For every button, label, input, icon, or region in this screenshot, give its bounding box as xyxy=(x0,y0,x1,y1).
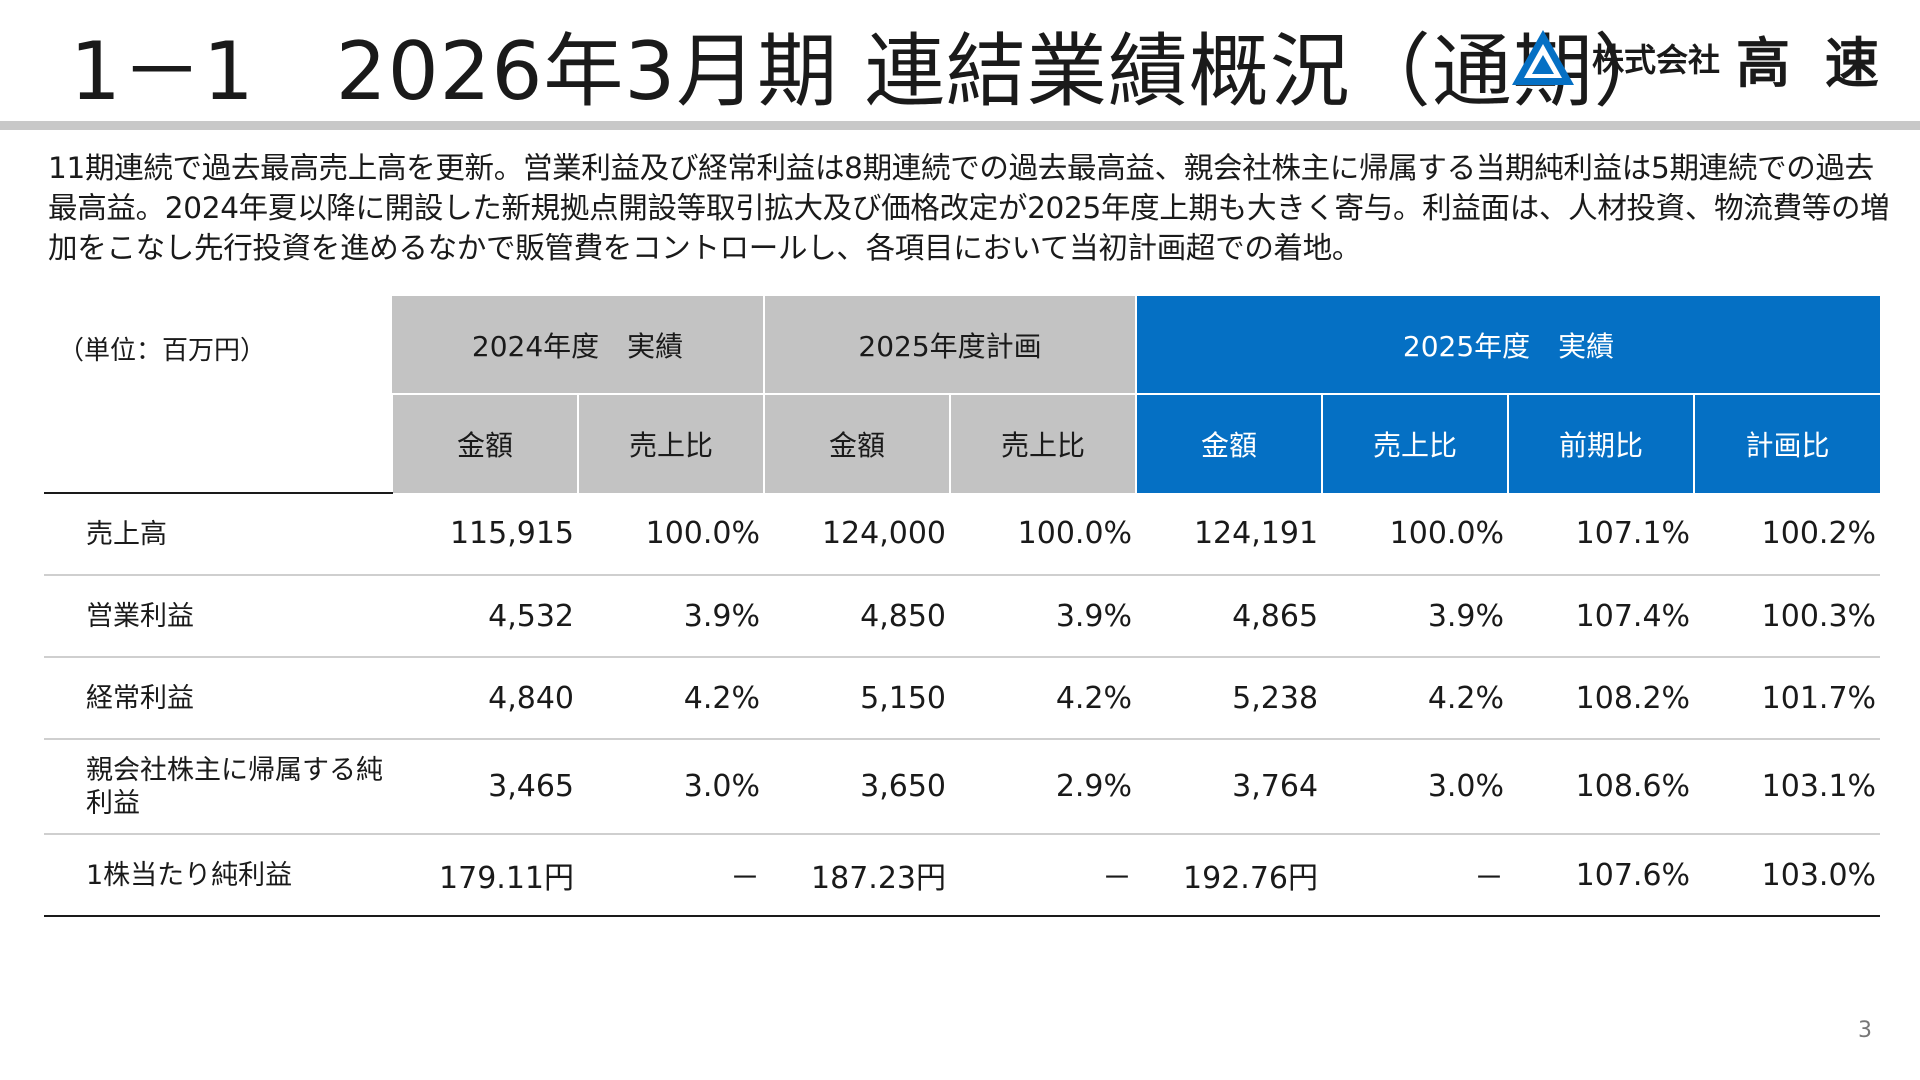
table-cell: 108.6% xyxy=(1508,739,1695,835)
table-cell: 100.0% xyxy=(1322,493,1509,576)
table-cell: 5,238 xyxy=(1136,657,1323,740)
table-cell: 107.1% xyxy=(1508,493,1695,576)
table-cell: 3.0% xyxy=(1322,739,1509,835)
table-cell: 5,150 xyxy=(764,657,951,740)
row-label: 営業利益 xyxy=(44,575,392,658)
table-cell: － xyxy=(950,834,1137,917)
summary-text: 11期連続で過去最高売上高を更新。営業利益及び経常利益は8期連続での過去最高益、… xyxy=(48,151,1890,265)
table-cell: 124,000 xyxy=(764,493,951,576)
triangle-logo-icon xyxy=(1512,30,1574,85)
table-cell: 108.2% xyxy=(1508,657,1695,740)
logo-company-name: 高 速 xyxy=(1736,31,1887,95)
col-header-vs-plan: 計画比 xyxy=(1693,394,1881,493)
table-cell: 3.0% xyxy=(578,739,765,835)
table-cell: 4,865 xyxy=(1136,575,1323,658)
page-title: 1－1 2026年3月期 連結業績概況（通期） xyxy=(70,25,1675,118)
table-cell: 3,465 xyxy=(392,739,578,835)
table-cell: 4.2% xyxy=(950,657,1137,740)
col-header-sales-ratio: 売上比 xyxy=(576,394,765,493)
table-cell: 187.23円 xyxy=(764,834,951,917)
table-row-net-sales: 売上高 115,915 100.0% 124,000 100.0% 124,19… xyxy=(44,493,1881,576)
col-header-amount: 金額 xyxy=(763,394,951,493)
table-cell: 3,650 xyxy=(764,739,951,835)
table-cell: － xyxy=(1322,834,1509,917)
table-row-eps: 1株当たり純利益 179.11円 － 187.23円 － 192.76円 － 1… xyxy=(44,834,1881,917)
logo-company-label: 株式会社 xyxy=(1592,41,1721,79)
table-cell: 4.2% xyxy=(578,657,765,740)
table-cell: 100.3% xyxy=(1694,575,1881,658)
row-label: 1株当たり純利益 xyxy=(44,834,392,917)
table-cell: 179.11円 xyxy=(392,834,578,917)
table-cell: 103.0% xyxy=(1694,834,1881,917)
row-label: 経常利益 xyxy=(44,657,392,740)
table-corner xyxy=(44,296,392,395)
table-cell: 4,532 xyxy=(392,575,578,658)
group-header-2025-actual: 2025年度 実績 xyxy=(1135,296,1881,395)
table-row-ordinary-profit: 経常利益 4,840 4.2% 5,150 4.2% 5,238 4.2% 10… xyxy=(44,657,1881,740)
table-cell: 100.0% xyxy=(578,493,765,576)
table-cell: 124,191 xyxy=(1136,493,1323,576)
table-row-net-income: 親会社株主に帰属する純利益 3,465 3.0% 3,650 2.9% 3,76… xyxy=(44,739,1881,835)
col-header-yoy: 前期比 xyxy=(1507,394,1695,493)
col-header-amount: 金額 xyxy=(391,394,578,493)
results-table: 2024年度 実績 2025年度計画 2025年度 実績 金額 売上比 金額 売… xyxy=(44,296,1881,917)
table-cell: 107.4% xyxy=(1508,575,1695,658)
table-cell: 101.7% xyxy=(1694,657,1881,740)
table-cell: 115,915 xyxy=(392,493,578,576)
table-cell: 3.9% xyxy=(1322,575,1509,658)
unit-label: （単位：百万円） xyxy=(58,336,267,366)
table-cell: 100.2% xyxy=(1694,493,1881,576)
group-header-2024-actual: 2024年度 実績 xyxy=(392,296,765,395)
table-cell: 2.9% xyxy=(950,739,1137,835)
col-header-sales-ratio: 売上比 xyxy=(949,394,1137,493)
company-logo: 株式会社 高 速 xyxy=(1510,28,1887,95)
group-header-2025-plan: 2025年度計画 xyxy=(763,296,1137,395)
page-number: 3 xyxy=(1858,1018,1872,1043)
row-label: 親会社株主に帰属する純利益 xyxy=(44,739,392,835)
table-corner-bottom xyxy=(44,394,392,494)
table-cell: 3.9% xyxy=(950,575,1137,658)
table-cell: － xyxy=(578,834,765,917)
col-header-sales-ratio: 売上比 xyxy=(1321,394,1509,493)
title-divider xyxy=(0,121,1920,130)
table-cell: 100.0% xyxy=(950,493,1137,576)
table-cell: 103.1% xyxy=(1694,739,1881,835)
table-cell: 192.76円 xyxy=(1136,834,1323,917)
table-cell: 3,764 xyxy=(1136,739,1323,835)
table-row-operating-profit: 営業利益 4,532 3.9% 4,850 3.9% 4,865 3.9% 10… xyxy=(44,575,1881,658)
col-header-amount: 金額 xyxy=(1135,394,1323,493)
table-cell: 4.2% xyxy=(1322,657,1509,740)
table-cell: 107.6% xyxy=(1508,834,1695,917)
table-cell: 3.9% xyxy=(578,575,765,658)
table-cell: 4,840 xyxy=(392,657,578,740)
row-label: 売上高 xyxy=(44,493,392,576)
table-cell: 4,850 xyxy=(764,575,951,658)
